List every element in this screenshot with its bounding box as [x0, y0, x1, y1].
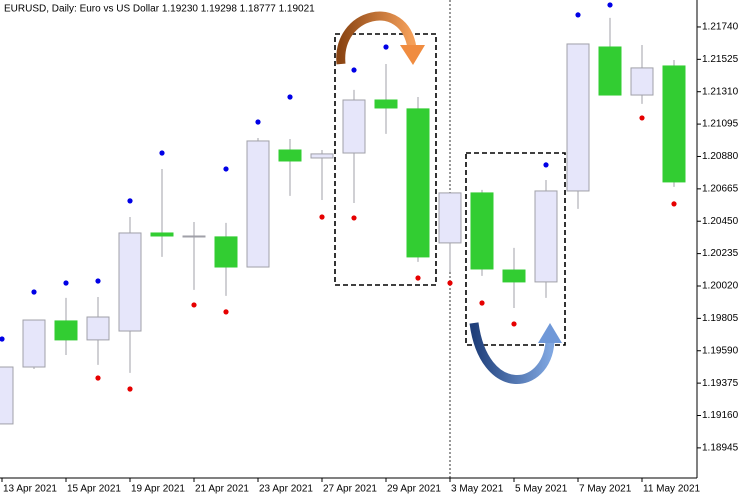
y-tick-label: 1.21095: [702, 119, 739, 130]
arrow: [336, 11, 417, 65]
lower-dot: [191, 302, 197, 308]
upper-dot: [287, 94, 293, 100]
lower-dot: [223, 309, 229, 315]
candle-body: [214, 236, 238, 268]
upper-dot: [383, 44, 389, 50]
lower-dot: [319, 214, 325, 220]
upper-dot: [255, 119, 261, 125]
candle-body: [310, 153, 334, 159]
upper-dot: [95, 278, 101, 284]
candle-body: [278, 149, 302, 162]
chart-title: EURUSD, Daily: Euro vs US Dollar 1.19230…: [4, 4, 315, 15]
lower-dot: [479, 300, 485, 306]
x-tick-label: 7 May 2021: [579, 484, 632, 495]
arrow-head: [400, 45, 425, 65]
x-tick-label: 15 Apr 2021: [67, 484, 121, 495]
x-tick-label: 5 May 2021: [515, 484, 568, 495]
upper-dot: [159, 150, 165, 156]
candle-body: [374, 99, 398, 109]
highlight-box: [334, 33, 437, 286]
lower-dot: [639, 115, 645, 121]
x-tick-label: 21 Apr 2021: [195, 484, 249, 495]
candle-body: [438, 192, 462, 244]
upper-dot: [223, 166, 229, 172]
upper-dot: [351, 67, 357, 73]
lower-dot: [447, 280, 453, 286]
candle-body: [342, 99, 366, 154]
y-tick-label: 1.19590: [702, 345, 739, 356]
upper-dot: [607, 2, 613, 8]
x-tick-label: 13 Apr 2021: [3, 484, 57, 495]
highlight-box: [465, 152, 566, 346]
x-tick-label: 27 Apr 2021: [323, 484, 377, 495]
upper-dot: [31, 289, 37, 295]
y-tick-label: 1.19805: [702, 313, 739, 324]
upper-dot: [575, 12, 581, 18]
candle-body: [0, 366, 14, 425]
y-tick-label: 1.19160: [702, 410, 739, 421]
candle-body: [182, 235, 206, 238]
x-tick-label: 11 May 2021: [643, 484, 701, 495]
upper-dot: [0, 336, 5, 342]
candle-body: [662, 65, 686, 183]
arrow-head: [538, 323, 562, 343]
x-tick-label: 3 May 2021: [451, 484, 504, 495]
candle-body: [406, 108, 430, 258]
y-tick-label: 1.20450: [702, 216, 739, 227]
y-tick-label: 1.21740: [702, 22, 739, 33]
lower-dot: [671, 201, 677, 207]
candle-body: [502, 269, 526, 283]
candle-body: [150, 232, 174, 237]
candle-body: [630, 67, 654, 96]
y-tick-label: 1.20665: [702, 183, 739, 194]
y-tick-label: 1.20880: [702, 151, 739, 162]
lower-dot: [95, 375, 101, 381]
candle-body: [470, 192, 494, 270]
x-tick-label: 29 Apr 2021: [387, 484, 441, 495]
y-tick-label: 1.20235: [702, 248, 739, 259]
y-tick-label: 1.19375: [702, 378, 739, 389]
upper-dot: [543, 162, 549, 168]
candle-body: [598, 46, 622, 96]
candle-body: [86, 316, 110, 341]
lower-dot: [351, 215, 357, 221]
arrow: [469, 322, 555, 384]
candle-body: [118, 232, 142, 332]
x-tick-label: 19 Apr 2021: [131, 484, 185, 495]
candle-body: [246, 140, 270, 268]
candle-body: [22, 319, 46, 368]
lower-dot: [415, 275, 421, 281]
lower-dot: [511, 321, 517, 327]
y-tick-label: 1.21310: [702, 86, 739, 97]
x-tick-label: 23 Apr 2021: [259, 484, 313, 495]
y-tick-label: 1.18945: [702, 443, 739, 454]
candle-body: [54, 320, 78, 341]
lower-dot: [127, 386, 133, 392]
y-tick-label: 1.21525: [702, 54, 739, 65]
candle-body: [566, 43, 590, 192]
upper-dot: [127, 198, 133, 204]
candle-body: [534, 190, 558, 283]
upper-dot: [63, 280, 69, 286]
y-tick-label: 1.20020: [702, 281, 739, 292]
